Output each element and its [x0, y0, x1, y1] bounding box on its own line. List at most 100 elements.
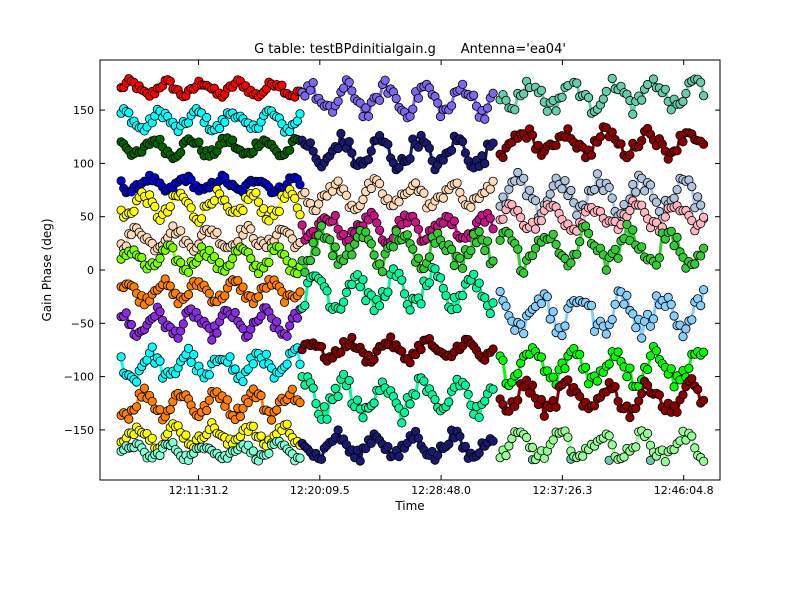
data-point: [693, 384, 703, 395]
data-point: [446, 244, 457, 254]
data-point: [287, 234, 297, 244]
data-point: [419, 188, 429, 198]
data-point: [457, 263, 468, 273]
data-point: [474, 412, 484, 422]
data-point: [165, 202, 175, 212]
data-point: [295, 287, 305, 297]
data-point: [460, 148, 470, 158]
data-point: [295, 210, 305, 220]
data-point: [560, 321, 570, 331]
data-point: [338, 297, 349, 307]
data-point: [408, 244, 418, 254]
data-point: [622, 290, 632, 300]
data-point: [604, 182, 614, 192]
x-tick-label: 12:37:26.3: [532, 484, 592, 497]
data-point: [256, 311, 266, 321]
data-point: [622, 371, 632, 382]
data-point: [654, 390, 665, 400]
data-point: [377, 267, 387, 277]
data-point: [259, 204, 269, 214]
data-point: [457, 136, 468, 147]
data-point: [129, 206, 139, 216]
data-point: [598, 94, 608, 104]
data-point: [316, 341, 327, 352]
data-point: [684, 363, 694, 373]
data-point: [613, 347, 623, 357]
data-point: [405, 154, 415, 164]
data-point: [501, 450, 511, 461]
data-point: [501, 301, 511, 311]
data-point: [637, 95, 647, 105]
data-point: [510, 105, 520, 115]
data-point: [583, 93, 594, 103]
data-point: [672, 407, 682, 417]
data-point: [333, 176, 343, 186]
data-point: [325, 235, 335, 245]
series-20: [297, 369, 498, 428]
data-point: [181, 430, 191, 440]
series-23: [495, 122, 709, 164]
data-point: [366, 183, 376, 194]
data-point: [480, 158, 490, 169]
data-point: [527, 442, 538, 453]
series-29: [495, 373, 709, 423]
data-point: [399, 289, 410, 299]
data-point: [498, 355, 508, 365]
data-point: [386, 332, 396, 342]
data-point: [344, 77, 354, 87]
data-point: [300, 267, 310, 277]
data-point: [183, 343, 194, 353]
data-point: [287, 384, 297, 394]
data-point: [413, 224, 423, 234]
data-point: [311, 247, 321, 257]
data-point: [363, 155, 374, 165]
data-point: [413, 142, 423, 152]
data-point: [698, 139, 709, 149]
data-point: [358, 195, 368, 205]
data-point: [300, 91, 310, 101]
axis-ticks: −150 −100 −50 0 50 100 150 12:11:31.2 12:20:09.5…: [64, 60, 720, 497]
data-point: [474, 226, 484, 237]
data-point: [449, 216, 459, 226]
data-point: [202, 405, 212, 416]
data-point: [604, 359, 614, 369]
data-point: [327, 251, 338, 261]
data-point: [438, 193, 448, 203]
data-point: [183, 289, 194, 300]
data-point: [595, 132, 606, 142]
data-point: [516, 212, 526, 222]
data-point: [369, 354, 379, 365]
series-30: [495, 426, 709, 468]
data-point: [238, 282, 248, 292]
data-point: [228, 135, 238, 145]
data-point: [433, 98, 443, 108]
data-point: [488, 176, 498, 186]
data-point: [548, 435, 558, 445]
data-point: [586, 150, 597, 160]
data-point: [625, 150, 635, 160]
data-point: [548, 229, 558, 239]
series-13: [297, 75, 498, 125]
y-tick-label: 0: [87, 264, 94, 277]
data-point: [347, 279, 357, 290]
data-point: [610, 381, 620, 392]
data-point: [542, 106, 552, 116]
series-line: [300, 220, 495, 273]
data-point: [147, 396, 157, 406]
data-point: [645, 351, 656, 361]
data-point: [228, 253, 238, 264]
data-point: [248, 421, 258, 431]
data-point: [399, 407, 410, 418]
data-point: [642, 364, 653, 375]
data-point: [305, 85, 315, 95]
data-point: [225, 352, 235, 362]
data-point: [330, 383, 340, 393]
data-point: [336, 128, 346, 139]
data-point: [444, 397, 454, 407]
data-point: [374, 225, 385, 235]
data-point: [300, 187, 310, 197]
data-point: [488, 256, 498, 266]
data-point: [220, 117, 230, 127]
data-point: [628, 179, 638, 190]
data-point: [137, 252, 147, 263]
